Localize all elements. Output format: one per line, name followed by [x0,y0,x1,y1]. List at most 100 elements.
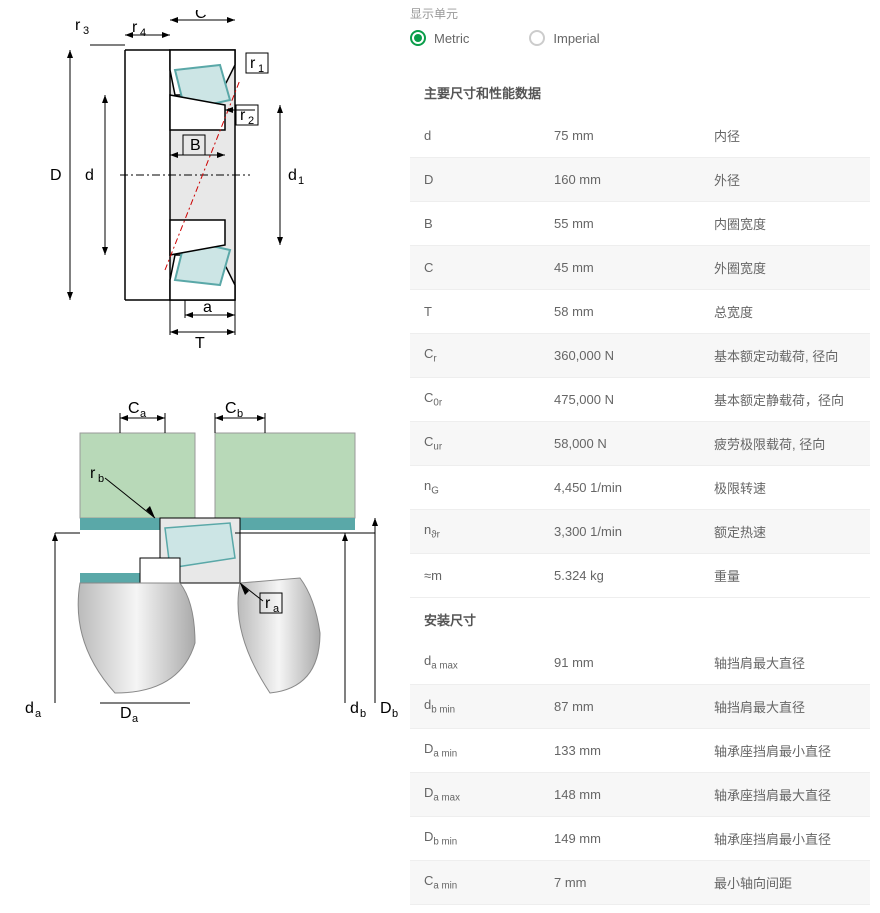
value-cell: 87 mm [540,685,700,729]
table-row: T58 mm总宽度 [410,290,870,334]
diagrams-column: C r3 r4 [0,0,400,910]
value-cell: 360,000 N [540,334,700,378]
svg-text:C: C [128,400,140,417]
symbol-cell: nϑr [410,510,540,554]
symbol-cell: nG [410,466,540,510]
desc-cell: 内径 [700,114,870,158]
svg-text:b: b [360,708,366,720]
svg-text:a: a [203,299,212,316]
data-column: 显示单元 Metric Imperial 主要尺寸和性能数据d75 mm内径D1… [400,0,880,910]
value-cell: 55 mm [540,202,700,246]
table-row: Da max148 mm轴承座挡肩最大直径 [410,773,870,817]
svg-text:T: T [195,335,205,350]
table-row: nϑr3,300 1/min额定热速 [410,510,870,554]
svg-text:r: r [132,19,138,36]
value-cell: 149 mm [540,817,700,861]
table-row: B55 mm内圈宽度 [410,202,870,246]
svg-text:d: d [25,700,34,717]
radio-metric[interactable]: Metric [410,30,469,46]
desc-cell: 外圈宽度 [700,246,870,290]
symbol-cell: Cr [410,334,540,378]
value-cell: 5.324 kg [540,554,700,598]
table-row: C0r475,000 N基本额定静载荷，径向 [410,378,870,422]
symbol-cell: Ca min [410,861,540,905]
desc-cell: 轴承座挡肩最大直径 [700,773,870,817]
value-cell: 75 mm [540,114,700,158]
symbol-cell: Db min [410,817,540,861]
desc-cell: 轴挡肩最大直径 [700,641,870,685]
desc-cell: 轴承座挡肩最小直径 [700,729,870,773]
desc-cell: 额定热速 [700,510,870,554]
svg-text:D: D [380,700,392,717]
value-cell: 58 mm [540,290,700,334]
symbol-cell: C0r [410,378,540,422]
table-row: ≈m5.324 kg重量 [410,554,870,598]
value-cell: 58,000 N [540,422,700,466]
value-cell: 91 mm [540,641,700,685]
bearing-cross-section-diagram: C r3 r4 [20,10,380,353]
desc-cell: 基本额定静载荷，径向 [700,378,870,422]
desc-cell: 基本额定动载荷, 径向 [700,334,870,378]
symbol-cell: ≈m [410,554,540,598]
svg-text:4: 4 [140,27,146,39]
svg-text:r: r [75,17,81,34]
data-table: d75 mm内径D160 mm外径B55 mm内圈宽度C45 mm外圈宽度T58… [410,114,870,598]
desc-cell: 重量 [700,554,870,598]
svg-text:C: C [195,10,207,22]
svg-text:a: a [132,713,139,725]
symbol-cell: da max [410,641,540,685]
symbol-cell: C [410,246,540,290]
svg-text:r: r [265,595,271,612]
symbol-cell: Da min [410,729,540,773]
symbol-cell: D [410,158,540,202]
value-cell: 3,300 1/min [540,510,700,554]
symbol-cell: d [410,114,540,158]
symbol-cell: Da max [410,773,540,817]
svg-text:C: C [225,400,237,417]
svg-text:b: b [237,408,243,420]
section-title: 安装尺寸 [410,598,870,641]
symbol-cell: T [410,290,540,334]
svg-text:d: d [288,167,297,184]
svg-text:3: 3 [83,25,89,37]
radio-icon [529,30,545,46]
svg-text:b: b [98,473,104,485]
desc-cell: 内圈宽度 [700,202,870,246]
radio-label: Imperial [553,31,599,46]
table-row: C45 mm外圈宽度 [410,246,870,290]
table-row: db min87 mm轴挡肩最大直径 [410,685,870,729]
table-row: d75 mm内径 [410,114,870,158]
svg-text:d: d [85,167,94,184]
value-cell: 45 mm [540,246,700,290]
table-row: D160 mm外径 [410,158,870,202]
svg-text:a: a [140,408,147,420]
unit-radio-group: Metric Imperial [410,30,870,46]
table-row: Cr360,000 N基本额定动载荷, 径向 [410,334,870,378]
table-row: da max91 mm轴挡肩最大直径 [410,641,870,685]
svg-text:1: 1 [298,175,304,187]
svg-text:D: D [120,705,132,722]
radio-imperial[interactable]: Imperial [529,30,599,46]
desc-cell: 轴挡肩最大直径 [700,685,870,729]
desc-cell: 外径 [700,158,870,202]
desc-cell: 极限转速 [700,466,870,510]
svg-text:r: r [250,55,256,72]
table-row: nG4,450 1/min极限转速 [410,466,870,510]
value-cell: 148 mm [540,773,700,817]
value-cell: 7 mm [540,861,700,905]
svg-text:b: b [392,708,398,720]
svg-text:d: d [350,700,359,717]
symbol-cell: Cur [410,422,540,466]
section-title: 主要尺寸和性能数据 [410,71,870,114]
symbol-cell: B [410,202,540,246]
table-row: Cur58,000 N疲劳极限载荷, 径向 [410,422,870,466]
desc-cell: 疲劳极限载荷, 径向 [700,422,870,466]
value-cell: 475,000 N [540,378,700,422]
desc-cell: 最小轴向间距 [700,861,870,905]
table-row: Ca min7 mm最小轴向间距 [410,861,870,905]
table-row: Db min149 mm轴承座挡肩最小直径 [410,817,870,861]
value-cell: 160 mm [540,158,700,202]
svg-text:D: D [50,167,62,184]
desc-cell: 总宽度 [700,290,870,334]
value-cell: 133 mm [540,729,700,773]
